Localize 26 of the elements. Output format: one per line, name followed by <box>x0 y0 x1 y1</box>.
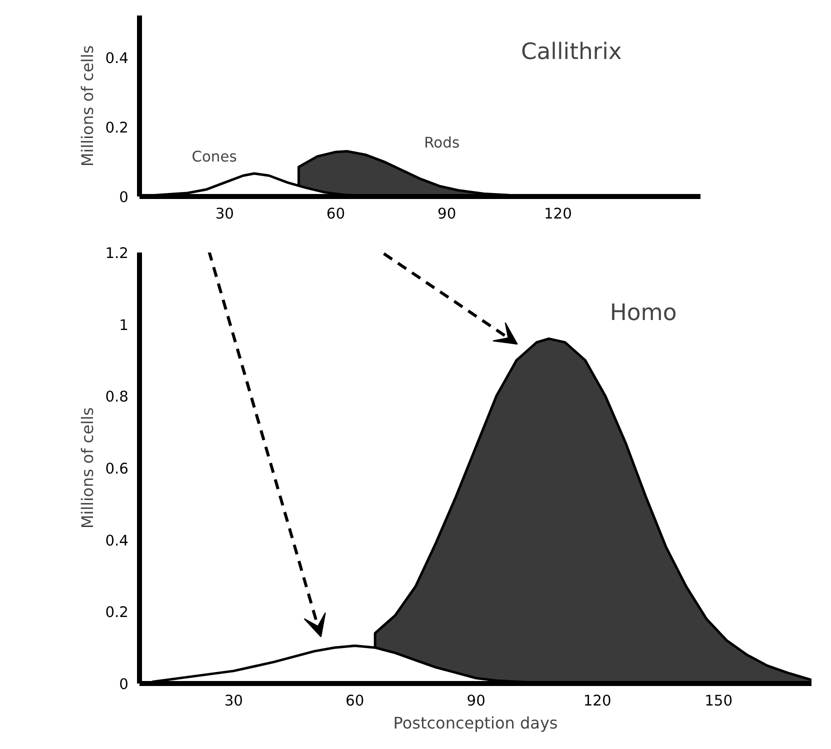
y-tick-label: 0.4 <box>105 532 129 550</box>
x-tick-label: 30 <box>215 206 234 222</box>
x-tick-label: 30 <box>224 692 243 710</box>
text: Callithrix <box>520 39 622 66</box>
series-label: Cones <box>192 148 237 166</box>
x-tick-label: 120 <box>583 692 612 710</box>
y-axis-title: Millions of cells <box>78 45 98 167</box>
y-tick-label: 1 <box>119 316 129 334</box>
y-tick-label: 0.4 <box>105 50 129 67</box>
y-axis-title: Millions of cells <box>78 407 98 529</box>
x-axis-title: Postconception days <box>393 714 558 732</box>
y-tick-label: 0.8 <box>105 388 129 406</box>
y-tick-label: 0 <box>119 189 129 206</box>
series-label: Rods <box>424 134 460 152</box>
y-tick-label: 0.2 <box>105 604 129 622</box>
y-tick-label: 1.2 <box>105 245 129 262</box>
x-tick-label: 150 <box>704 692 733 710</box>
y-tick-label: 0.6 <box>105 460 129 478</box>
x-tick-label: 120 <box>544 206 572 222</box>
x-tick-label: 90 <box>438 206 456 222</box>
x-tick-label: 60 <box>346 692 364 710</box>
text: Homo <box>610 300 677 326</box>
y-tick-label: 0 <box>119 676 129 693</box>
x-tick-label: 60 <box>326 206 346 222</box>
y-tick-label: 0.2 <box>105 119 129 136</box>
x-tick-label: 90 <box>466 692 486 710</box>
